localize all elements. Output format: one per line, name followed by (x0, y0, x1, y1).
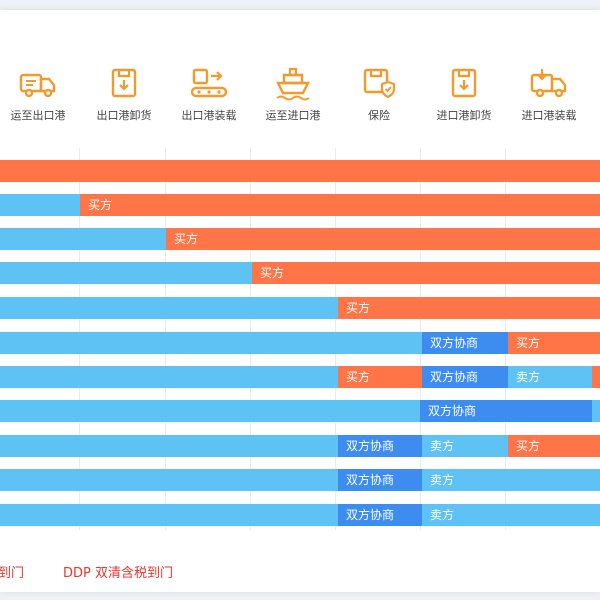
bar-segment-seller: 卖方 (508, 366, 592, 388)
bar-segment-both: 双方协商 (338, 469, 422, 491)
bar-segment-seller (0, 332, 422, 354)
truck-load-icon (530, 69, 567, 98)
bar-segment-seller (0, 400, 420, 422)
column-label: 运至进口港 (265, 109, 321, 122)
bar-segment-buyer: 买方 (508, 332, 600, 354)
bar-segment-seller: 卖方 (422, 504, 600, 526)
bar-segment-both: 双方协商 (422, 366, 508, 388)
bar-segment-both: 双方协商 (338, 504, 422, 526)
bar-segment-buyer (592, 366, 600, 388)
bar-segment-seller (592, 400, 600, 422)
responsibility-row: 买方 双方协商 卖方 (0, 366, 600, 388)
responsibility-row: 买方 (0, 262, 600, 284)
responsibility-row: 买方 (0, 228, 600, 250)
responsibility-row: 双方协商 卖方 (0, 469, 600, 491)
bar-segment-both: 双方协商 (422, 332, 508, 354)
bar-segment-seller (0, 504, 338, 526)
column-label: 运至出口港 (10, 109, 66, 122)
insurance-box-icon (363, 68, 396, 99)
bar-segment-seller (0, 297, 338, 319)
bar-segment-seller (0, 366, 338, 388)
conveyor-load-icon (190, 68, 228, 98)
unload-box-icon (451, 68, 477, 98)
bar-segment-seller (0, 262, 252, 284)
column-label: 进口港装载 (521, 109, 577, 122)
bar-segment-both: 双方协商 (420, 400, 592, 422)
column-header: 保险 (336, 65, 422, 123)
responsibility-row: 双方协商 卖方 买方 (0, 435, 600, 457)
bar-segment-buyer: 买方 (338, 297, 600, 319)
bar-segment-seller (0, 435, 338, 457)
responsibility-row: 买方 (0, 194, 600, 216)
unload-box-icon (111, 68, 137, 98)
column-header: 进口港装载 (506, 65, 592, 123)
term-label-left-fragment: 到门 (0, 566, 25, 581)
column-header: 运至进口港 (250, 65, 336, 123)
column-header: 出口港装载 (166, 65, 252, 123)
responsibility-row (0, 160, 600, 182)
bar-segment-seller (0, 469, 338, 491)
bar-segment-seller: 卖方 (422, 469, 600, 491)
truck-icon (19, 73, 56, 98)
column-header-row: 运至出口港 出口港卸货 出口港装载 运至进口港 (0, 65, 600, 145)
bar-segment-buyer: 买方 (508, 435, 600, 457)
bar-segment-buyer: 买方 (252, 262, 600, 284)
bar-segment-seller (0, 194, 80, 216)
column-label: 出口港卸货 (96, 109, 152, 122)
column-label: 保险 (368, 109, 390, 122)
column-header: 运至出口港 (0, 65, 81, 123)
responsibility-row: 双方协商 (0, 400, 600, 422)
bar-segment-buyer: 买方 (338, 366, 422, 388)
responsibility-row: 双方协商 卖方 (0, 504, 600, 526)
column-header: 出口港卸货 (81, 65, 167, 123)
responsibility-row: 买方 (0, 297, 600, 319)
column-label: 出口港装载 (181, 109, 237, 122)
term-label-ddp: DDP 双清含税到门 (63, 566, 173, 581)
bar-segment-buyer: 买方 (80, 194, 600, 216)
bar-segment-both: 双方协商 (338, 435, 422, 457)
column-header: 进口港卸货 (421, 65, 507, 123)
bar-segment-buyer: 买方 (166, 228, 600, 250)
responsibility-row: 双方协商 买方 (0, 332, 600, 354)
column-label: 进口港卸货 (436, 109, 492, 122)
ship-icon (276, 67, 310, 101)
bar-segment-buyer (0, 160, 600, 182)
bar-segment-seller: 卖方 (422, 435, 508, 457)
bar-segment-seller (0, 228, 166, 250)
